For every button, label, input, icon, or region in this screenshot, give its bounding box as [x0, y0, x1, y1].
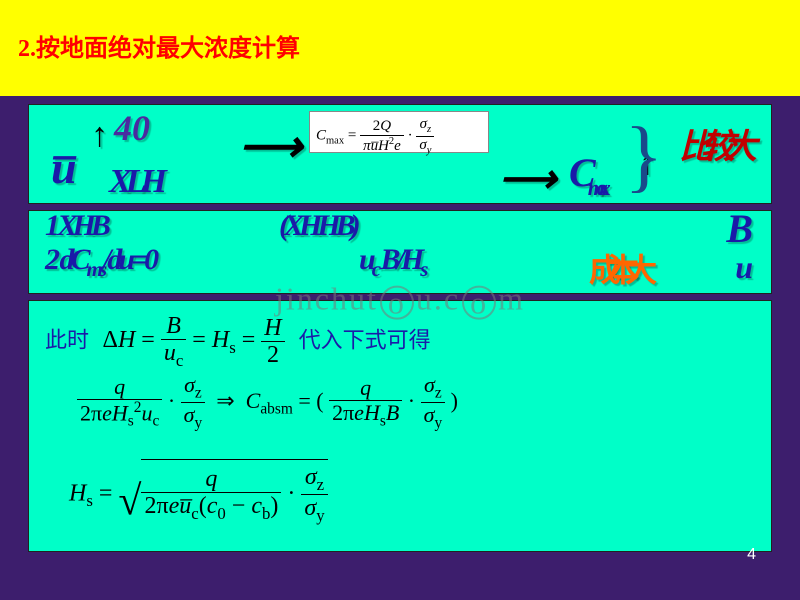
panel-3: 此时 ΔH = Buc = Hs = H2 代入下式可得 q2πeHs2uc ·…	[28, 300, 772, 552]
scribble-2: Cmax	[569, 149, 603, 201]
cmax-formula: Cmax = 2Qπu̅H2e · σzσy	[309, 111, 489, 153]
line2a: 1 XHB	[45, 209, 106, 243]
line3-intro: 此时 ΔH = Buc = Hs = H2 代入下式可得	[45, 313, 431, 371]
formula-3: Hs = √ q2πeu̅c(c0 − cb) · σzσy	[69, 459, 328, 526]
line2b: (XHHB)	[279, 209, 356, 243]
accent-number: 40	[114, 107, 150, 149]
page-title: 2.按地面绝对最大浓度计算	[18, 36, 300, 62]
panel-1: Cmax = 2Qπu̅H2e · σzσy 40 u̅ ↑ XLH ⟶ ⟶ C…	[28, 104, 772, 204]
right-label-1: 比较大	[679, 119, 745, 168]
page-number: 4	[747, 546, 756, 564]
prelabel: 此时	[45, 327, 89, 352]
panel-2: 1 XHB (XHHB) 2 dCms/du=0 uc B/Hs 成本大 B u	[28, 210, 772, 294]
scribble-1: XLH	[109, 163, 161, 201]
postlabel: 代入下式可得	[299, 327, 431, 352]
title-text: 按地面绝对最大浓度计算	[36, 36, 300, 62]
title-prefix: 2.	[18, 36, 36, 62]
right-label-2: 成本大	[589, 245, 643, 291]
u-bar-label: u̅	[51, 141, 77, 194]
header-bar: 2.按地面绝对最大浓度计算	[0, 0, 800, 96]
formula-2: q2πeHs2uc · σzσy ⇒ Cabsm = ( q2πeHsB · σ…	[77, 373, 458, 433]
line2c: 2 dCms/du=0	[45, 243, 155, 282]
line2d: uc B/Hs	[359, 243, 424, 282]
